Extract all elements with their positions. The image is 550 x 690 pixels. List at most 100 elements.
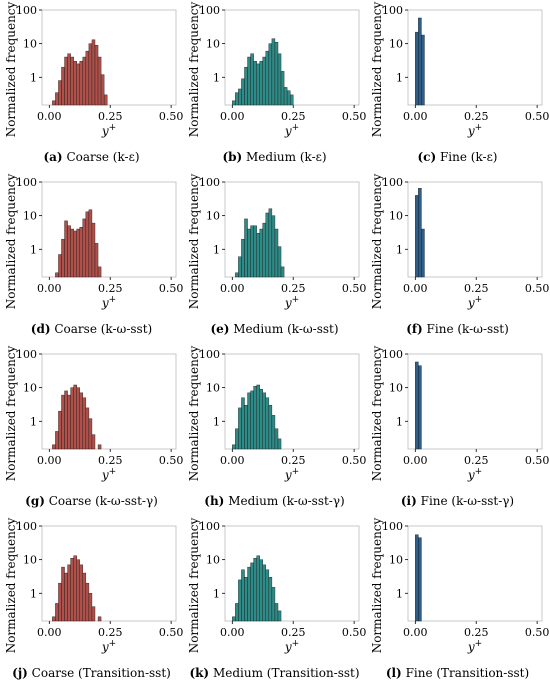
histogram-bar bbox=[232, 444, 236, 450]
histogram-bar bbox=[67, 564, 71, 622]
histogram-svg-k: 1 10 100 0.00 0.25 0.50 y+ Normalized frequency bbox=[187, 517, 366, 654]
histogram-bar bbox=[415, 31, 419, 106]
histogram-panel-i: 1 10 100 0.00 0.25 0.50 y+ Normalized frequency… bbox=[366, 344, 549, 516]
y-tick-label: 100 bbox=[382, 520, 403, 533]
x-tick-label: 0.50 bbox=[342, 110, 367, 123]
y-tick-label: 1 bbox=[213, 415, 220, 428]
histogram-bar bbox=[277, 438, 282, 450]
histogram-bar bbox=[241, 397, 245, 450]
y-tick-label: 100 bbox=[16, 4, 37, 17]
panel-caption: (l) Fine (Transition-sst) bbox=[366, 666, 549, 680]
x-tick-label: 0.50 bbox=[525, 110, 550, 123]
histogram-bar bbox=[265, 212, 270, 278]
histogram-bar bbox=[262, 222, 267, 278]
caption-letter: (a) bbox=[43, 150, 63, 164]
x-tick-label: 0.25 bbox=[98, 282, 123, 295]
histogram-bar bbox=[76, 228, 80, 278]
y-tick-label: 1 bbox=[30, 243, 37, 256]
y-tick-label: 10 bbox=[206, 210, 220, 223]
histogram-bar bbox=[415, 534, 419, 622]
histogram-bar bbox=[97, 266, 102, 278]
panel-caption: (h) Medium (k-ω-sst-γ) bbox=[183, 494, 366, 508]
x-tick-label: 0.25 bbox=[98, 626, 123, 639]
y-tick-label: 1 bbox=[30, 71, 37, 84]
panel-caption: (b) Medium (k-ε) bbox=[183, 150, 366, 164]
histogram-bar bbox=[85, 211, 90, 278]
histogram-bar bbox=[103, 94, 108, 106]
histogram-bar bbox=[418, 17, 422, 106]
y-tick-label: 10 bbox=[23, 554, 37, 567]
panel-caption: (c) Fine (k-ε) bbox=[366, 150, 549, 164]
y-tick-label: 100 bbox=[382, 4, 403, 17]
x-tick-label: 0.25 bbox=[281, 282, 306, 295]
histogram-bar bbox=[73, 61, 77, 106]
caption-letter: (k) bbox=[189, 666, 210, 680]
plot-frame bbox=[407, 181, 543, 278]
histogram-bar bbox=[82, 572, 87, 622]
histogram-bar bbox=[97, 56, 102, 106]
y-tick-label: 10 bbox=[389, 210, 403, 223]
histogram-bar bbox=[415, 361, 419, 450]
histogram-bar bbox=[70, 228, 74, 278]
x-tick-label: 0.50 bbox=[159, 110, 184, 123]
histogram-panel-h: 1 10 100 0.00 0.25 0.50 y+ Normalized frequency… bbox=[183, 344, 366, 516]
histogram-panel-k: 1 10 100 0.00 0.25 0.50 y+ Normalized frequency… bbox=[183, 516, 366, 688]
plot-frame bbox=[407, 525, 543, 622]
caption-text: Coarse (k-ε) bbox=[66, 150, 140, 164]
y-tick-label: 100 bbox=[16, 520, 37, 533]
y-axis-label: Normalized frequency bbox=[4, 173, 18, 309]
x-tick-label: 0.25 bbox=[464, 454, 489, 467]
histogram-bar bbox=[88, 209, 93, 278]
histogram-bar bbox=[268, 405, 273, 450]
x-tick-label: 0.00 bbox=[220, 110, 245, 123]
caption-text: Fine (k-ω-sst-γ) bbox=[420, 494, 515, 508]
histogram-bar bbox=[418, 188, 422, 278]
histogram-bar bbox=[61, 566, 65, 622]
panel-caption: (e) Medium (k-ω-sst) bbox=[183, 322, 366, 336]
histogram-panel-g: 1 10 100 0.00 0.25 0.50 y+ Normalized frequency… bbox=[0, 344, 183, 516]
x-tick-label: 0.00 bbox=[403, 282, 428, 295]
histogram-bar bbox=[271, 38, 276, 106]
histogram-svg-e: 1 10 100 0.00 0.25 0.50 y+ Normalized frequency bbox=[187, 173, 366, 310]
y-tick-label: 100 bbox=[16, 176, 37, 189]
histogram-bar bbox=[64, 220, 68, 278]
x-axis-label: y+ bbox=[284, 639, 299, 654]
histogram-bar bbox=[235, 92, 239, 106]
histogram-bar bbox=[250, 225, 254, 278]
histogram-svg-j: 1 10 100 0.00 0.25 0.50 y+ Normalized frequency bbox=[4, 517, 184, 654]
histogram-svg-f: 1 10 100 0.00 0.25 0.50 y+ Normalized frequency bbox=[370, 173, 549, 310]
x-tick-label: 0.25 bbox=[98, 110, 123, 123]
histogram-panel-a: 1 10 100 0.00 0.25 0.50 y+ Normalized frequency… bbox=[0, 0, 183, 172]
histogram-bar bbox=[421, 228, 425, 278]
y-tick-label: 100 bbox=[382, 348, 403, 361]
histogram-bar bbox=[253, 558, 257, 622]
x-tick-label: 0.00 bbox=[37, 110, 62, 123]
x-tick-label: 0.50 bbox=[159, 626, 184, 639]
histogram-bar bbox=[289, 94, 294, 106]
histogram-bar bbox=[82, 56, 87, 106]
histogram-bar bbox=[268, 208, 273, 278]
histogram-svg-h: 1 10 100 0.00 0.25 0.50 y+ Normalized frequency bbox=[187, 345, 366, 482]
histogram-bar bbox=[256, 384, 260, 450]
y-axis-label: Normalized frequency bbox=[370, 173, 384, 309]
histogram-bar bbox=[280, 266, 285, 278]
histogram-bar bbox=[238, 256, 242, 278]
histogram-svg-c: 1 10 100 0.00 0.25 0.50 y+ Normalized frequency bbox=[370, 1, 550, 138]
x-tick-label: 0.00 bbox=[37, 454, 62, 467]
y-tick-label: 10 bbox=[206, 38, 220, 51]
histogram-bar bbox=[64, 56, 68, 106]
histogram-bar bbox=[76, 63, 80, 106]
histogram-bar bbox=[274, 42, 279, 106]
y-tick-label: 1 bbox=[213, 71, 220, 84]
caption-text: Fine (Transition-sst) bbox=[405, 666, 530, 680]
y-tick-label: 10 bbox=[389, 38, 403, 51]
histogram-bar bbox=[253, 386, 257, 450]
caption-text: Medium (k-ε) bbox=[246, 150, 327, 164]
histogram-bar bbox=[286, 90, 291, 106]
histogram-bar bbox=[265, 569, 270, 622]
histogram-bar bbox=[94, 243, 99, 278]
histogram-bar bbox=[280, 71, 285, 106]
y-tick-label: 10 bbox=[389, 382, 403, 395]
x-tick-label: 0.00 bbox=[403, 454, 428, 467]
histogram-bar bbox=[259, 388, 263, 450]
